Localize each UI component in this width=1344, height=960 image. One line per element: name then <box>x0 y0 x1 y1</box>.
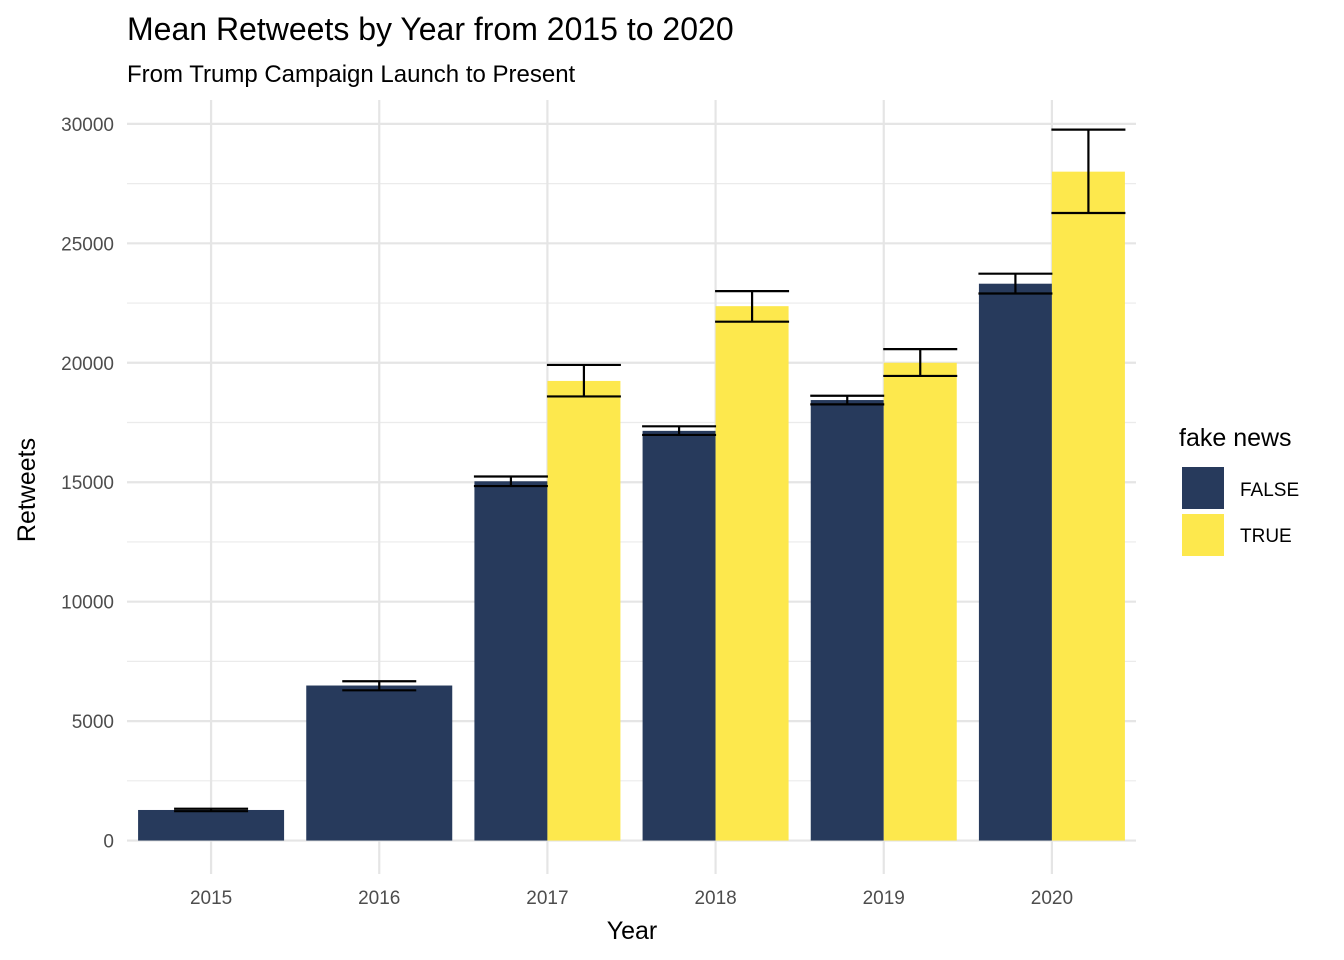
y-axis-label: Retweets <box>13 438 41 542</box>
x-tick-label: 2015 <box>190 888 232 909</box>
bar-true-2017 <box>547 380 621 841</box>
error-bars <box>174 128 1126 813</box>
bar-false-2016 <box>306 685 453 841</box>
y-tick-label: 0 <box>103 832 114 853</box>
x-axis-label: Year <box>607 917 658 945</box>
bar-false-2018 <box>642 430 716 841</box>
bar-false-2015 <box>138 809 285 841</box>
x-tick-label: 2019 <box>863 888 905 909</box>
y-tick-label: 5000 <box>72 712 114 733</box>
legend-title: fake news <box>1179 424 1292 452</box>
x-axis-ticks: 2015 2016 2017 2018 2019 2020 <box>190 888 1073 909</box>
bar-false-2020 <box>978 283 1052 841</box>
error-bar-true-2019 <box>883 348 958 378</box>
error-bar-true-2017 <box>546 363 621 398</box>
error-bar-false-2019 <box>810 394 885 406</box>
legend-swatch-false <box>1182 467 1224 509</box>
bar-false-2017 <box>474 481 548 841</box>
error-bar-false-2015 <box>174 807 249 813</box>
y-tick-label: 30000 <box>61 115 114 136</box>
bar-true-2020 <box>1051 171 1125 841</box>
error-bar-true-2018 <box>715 290 790 323</box>
bars <box>138 171 1125 841</box>
error-bar-false-2018 <box>642 425 717 437</box>
y-tick-label: 15000 <box>61 473 114 494</box>
error-bar-false-2017 <box>473 475 548 488</box>
legend-swatch-true <box>1182 514 1224 556</box>
y-tick-label: 10000 <box>61 593 114 614</box>
bar-true-2018 <box>715 306 789 841</box>
x-tick-label: 2020 <box>1031 888 1073 909</box>
x-tick-label: 2018 <box>694 888 736 909</box>
y-axis-ticks: 0 5000 10000 15000 20000 25000 30000 <box>61 115 114 853</box>
y-tick-label: 25000 <box>61 234 114 255</box>
bar-true-2019 <box>883 362 957 841</box>
legend-label-false: FALSE <box>1240 480 1299 501</box>
error-bar-false-2016 <box>342 680 417 692</box>
chart-subtitle: From Trump Campaign Launch to Present <box>127 61 576 88</box>
error-bar-false-2020 <box>978 272 1053 295</box>
chart-title: Mean Retweets by Year from 2015 to 2020 <box>127 11 734 47</box>
x-tick-label: 2016 <box>358 888 400 909</box>
x-tick-label: 2017 <box>526 888 568 909</box>
legend-label-true: TRUE <box>1240 526 1292 547</box>
legend: fake news FALSE TRUE <box>1179 424 1299 556</box>
bar-false-2019 <box>810 400 884 841</box>
y-tick-label: 20000 <box>61 354 114 375</box>
error-bar-true-2020 <box>1051 128 1126 215</box>
